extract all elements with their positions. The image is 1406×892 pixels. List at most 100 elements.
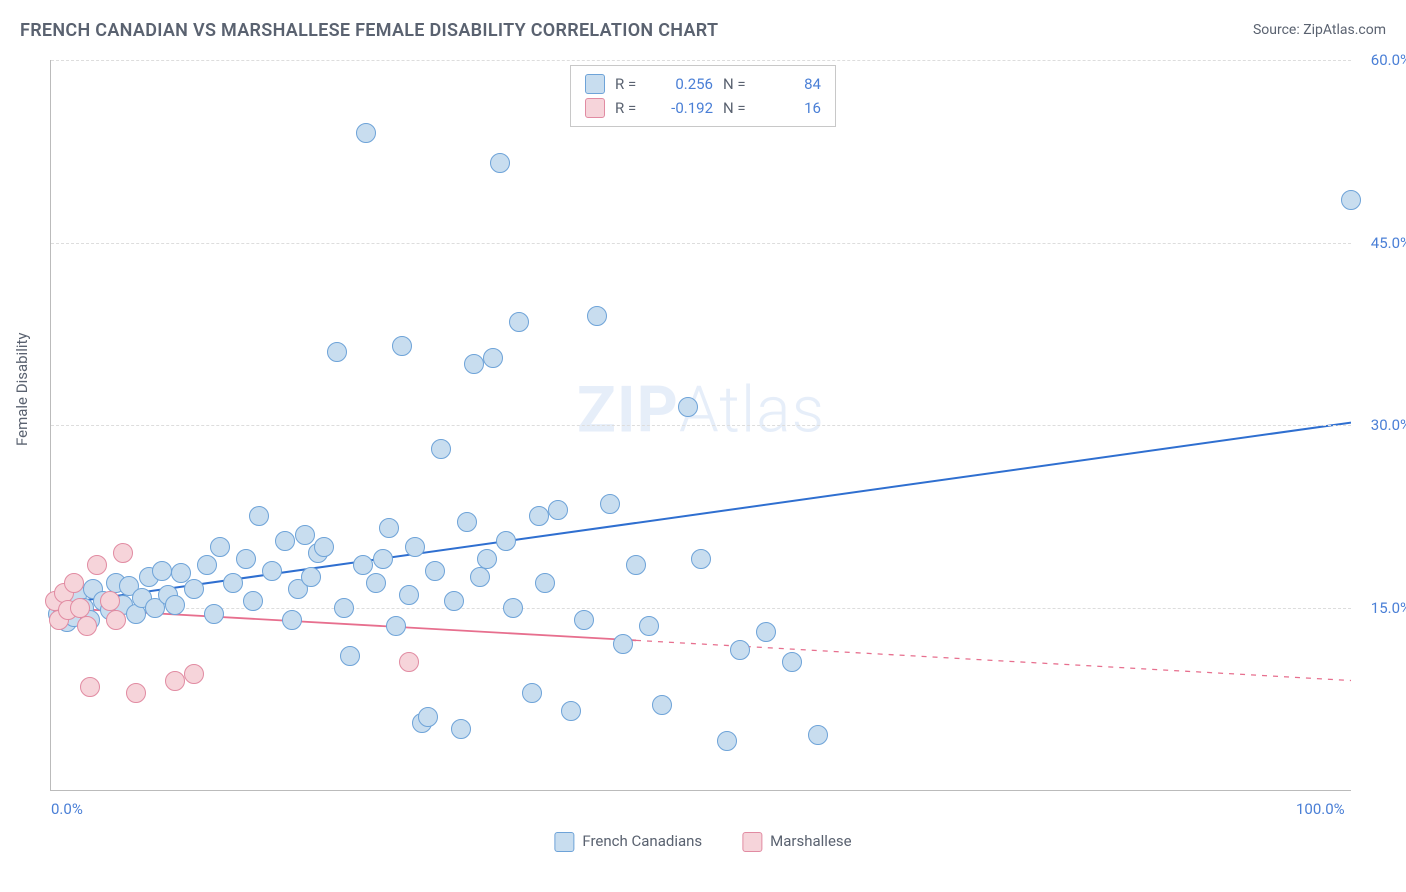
stats-row: R = 0.256 N = 84 (585, 72, 821, 96)
scatter-point (334, 598, 354, 618)
stats-n-label: N = (723, 99, 751, 117)
scatter-point (464, 354, 484, 374)
scatter-point (496, 531, 516, 551)
scatter-point (613, 634, 633, 654)
scatter-point (236, 549, 256, 569)
scatter-point (730, 640, 750, 660)
scatter-point (399, 585, 419, 605)
gridline (51, 243, 1351, 244)
scatter-point (808, 725, 828, 745)
scatter-point (64, 573, 84, 593)
scatter-point (106, 610, 126, 630)
scatter-point (425, 561, 445, 581)
scatter-point (249, 506, 269, 526)
scatter-point (282, 610, 302, 630)
legend-swatch (554, 832, 574, 852)
scatter-point (353, 555, 373, 575)
scatter-point (639, 616, 659, 636)
scatter-point (327, 342, 347, 362)
y-axis-title: Female Disability (13, 333, 31, 447)
stats-swatch (585, 74, 605, 94)
stats-r-label: R = (615, 75, 643, 93)
trend-line (51, 423, 1351, 605)
scatter-point (444, 591, 464, 611)
gridline (51, 60, 1351, 61)
legend-swatch (742, 832, 762, 852)
stats-box: R = 0.256 N = 84 R = -0.192 N = 16 (570, 65, 836, 127)
scatter-point (295, 525, 315, 545)
gridline (51, 425, 1351, 426)
source-label: Source: ZipAtlas.com (1253, 22, 1386, 38)
scatter-point (561, 701, 581, 721)
scatter-point (184, 664, 204, 684)
watermark-light: Atlas (679, 373, 825, 448)
legend-item: French Canadians (554, 832, 702, 852)
scatter-point (386, 616, 406, 636)
scatter-point (418, 707, 438, 727)
scatter-point (756, 622, 776, 642)
scatter-point (548, 500, 568, 520)
scatter-point (366, 573, 386, 593)
x-tick-label: 0.0% (51, 800, 83, 818)
stats-r-value: 0.256 (653, 75, 713, 93)
scatter-point (626, 555, 646, 575)
scatter-point (1341, 190, 1361, 210)
scatter-point (87, 555, 107, 575)
stats-n-label: N = (723, 75, 751, 93)
scatter-point (262, 561, 282, 581)
scatter-point (197, 555, 217, 575)
scatter-point (243, 591, 263, 611)
scatter-point (165, 671, 185, 691)
scatter-point (600, 494, 620, 514)
scatter-point (340, 646, 360, 666)
scatter-point (70, 598, 90, 618)
scatter-point (184, 579, 204, 599)
scatter-point (314, 537, 334, 557)
scatter-point (152, 561, 172, 581)
scatter-point (490, 153, 510, 173)
scatter-point (535, 573, 555, 593)
scatter-point (470, 567, 490, 587)
scatter-point (356, 123, 376, 143)
scatter-point (275, 531, 295, 551)
scatter-point (509, 312, 529, 332)
scatter-point (165, 595, 185, 615)
scatter-point (399, 652, 419, 672)
scatter-point (100, 591, 120, 611)
scatter-point (405, 537, 425, 557)
stats-row: R = -0.192 N = 16 (585, 96, 821, 120)
legend-label: Marshallese (770, 832, 851, 850)
scatter-point (574, 610, 594, 630)
plot-area: ZIPAtlas 15.0%30.0%45.0%60.0%0.0%100.0% (50, 60, 1351, 791)
scatter-point (503, 598, 523, 618)
legend-bottom: French Canadians Marshallese (554, 832, 851, 852)
scatter-point (80, 677, 100, 697)
scatter-point (691, 549, 711, 569)
y-tick-label: 60.0% (1371, 51, 1406, 69)
stats-swatch (585, 98, 605, 118)
scatter-point (431, 439, 451, 459)
scatter-point (210, 537, 230, 557)
scatter-point (379, 518, 399, 538)
watermark-bold: ZIP (577, 373, 679, 448)
scatter-point (717, 731, 737, 751)
y-tick-label: 30.0% (1371, 416, 1406, 434)
scatter-point (392, 336, 412, 356)
chart-container: FRENCH CANADIAN VS MARSHALLESE FEMALE DI… (0, 0, 1406, 892)
scatter-point (522, 683, 542, 703)
stats-r-label: R = (615, 99, 643, 117)
y-tick-label: 15.0% (1371, 599, 1406, 617)
scatter-point (483, 348, 503, 368)
legend-label: French Canadians (582, 832, 702, 850)
stats-n-value: 84 (761, 75, 821, 93)
scatter-point (113, 543, 133, 563)
x-tick-label: 100.0% (1296, 800, 1345, 818)
scatter-point (204, 604, 224, 624)
stats-r-value: -0.192 (653, 99, 713, 117)
chart-title: FRENCH CANADIAN VS MARSHALLESE FEMALE DI… (20, 20, 718, 41)
scatter-point (529, 506, 549, 526)
stats-n-value: 16 (761, 99, 821, 117)
legend-item: Marshallese (742, 832, 851, 852)
scatter-point (457, 512, 477, 532)
scatter-point (678, 397, 698, 417)
